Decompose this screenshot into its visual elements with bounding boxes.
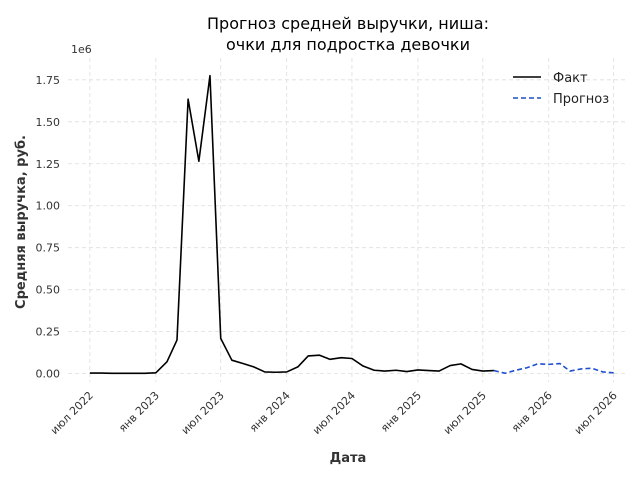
y-tick-label: 0.00	[36, 368, 61, 381]
x-tick-label: янв 2024	[247, 389, 293, 435]
x-tick-label: июл 2026	[572, 389, 620, 437]
y-tick-label: 0.50	[36, 284, 61, 297]
legend: Факт Прогноз	[513, 71, 609, 107]
y-tick-label: 1.50	[36, 116, 61, 129]
y-tick-label: 1.75	[36, 74, 61, 87]
chart-title-line-2: очки для подростка девочки	[226, 35, 470, 54]
series-line-fact	[89, 74, 494, 375]
grid	[68, 58, 628, 382]
x-tick-label: июл 2024	[310, 389, 358, 437]
legend-label-forecast: Прогноз	[553, 92, 609, 107]
y-tick-label: 0.75	[36, 242, 61, 255]
x-tick-label: янв 2023	[116, 389, 162, 435]
x-tick-label: янв 2025	[378, 389, 424, 435]
tick-labels: 0.00 0.25 0.50 0.75 1.00 1.25 1.50 1.75 июл 2022…	[36, 74, 620, 437]
y-axis-label: Средняя выручка, руб.	[14, 135, 29, 309]
chart-title-line-1: Прогноз средней выручки, ниша:	[207, 14, 489, 33]
series-line-forecast	[493, 362, 614, 375]
series-layer	[89, 74, 614, 375]
x-tick-label: янв 2026	[509, 389, 555, 435]
x-tick-label: июл 2025	[441, 389, 489, 437]
x-tick-label: июл 2023	[179, 389, 227, 437]
y-tick-label: 1.00	[36, 200, 61, 213]
y-tick-label: 0.25	[36, 326, 61, 339]
y-tick-label: 1.25	[36, 158, 61, 171]
y-offset-label: 1e6	[71, 43, 92, 56]
legend-label-fact: Факт	[553, 71, 588, 86]
x-axis-label: Дата	[330, 451, 367, 466]
x-tick-label: июл 2022	[48, 389, 96, 437]
